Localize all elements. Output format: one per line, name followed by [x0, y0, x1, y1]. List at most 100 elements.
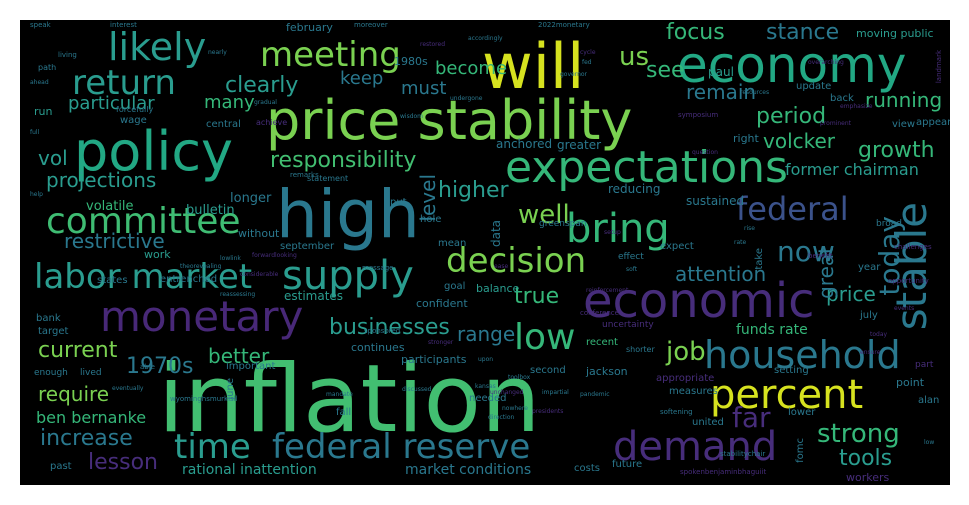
word-gradual: gradual — [254, 99, 277, 106]
word-presidents: presidents — [532, 408, 564, 415]
word-february: february — [286, 21, 333, 34]
word-mean: mean — [438, 238, 467, 249]
word-policy: policy — [74, 120, 233, 183]
word-softening: softening — [660, 408, 693, 416]
word-lowlink: lowlink — [220, 255, 241, 262]
word-greenspan: greenspan — [539, 219, 587, 229]
word-growth: growth — [858, 138, 935, 163]
word-help: help — [30, 191, 43, 198]
word-impartial: impartial — [542, 389, 569, 396]
word-lower: lower — [788, 407, 816, 418]
word-former-chairman: former chairman — [785, 160, 919, 179]
word-upon: upon — [478, 356, 494, 363]
word-lesson: lesson — [88, 450, 158, 475]
word-emphasize: emphasize — [840, 103, 873, 110]
word-view: view — [892, 119, 916, 130]
word-demand: demand — [613, 424, 778, 470]
word-current: current — [38, 338, 118, 363]
word-ease: ease — [494, 263, 509, 270]
word-higher: higher — [438, 178, 509, 203]
word-responsibility: responsibility — [270, 148, 417, 173]
word-household: household — [704, 333, 901, 377]
word-price-stability: price stability — [266, 89, 633, 152]
word-decision: decision — [446, 241, 587, 281]
word-focus: focus — [666, 20, 725, 45]
word-future: future — [612, 459, 643, 470]
word-point: point — [896, 376, 925, 389]
word-take: take — [754, 248, 765, 270]
word-wyominghsmurkisll: wyominghsmurkisll — [170, 395, 238, 403]
word-rate: rate — [734, 239, 747, 246]
word-funds-rate: funds rate — [736, 322, 808, 338]
word-estimates: estimates — [284, 289, 344, 303]
word-rational-inattention: rational inattention — [182, 462, 317, 478]
word-data: data — [489, 220, 503, 248]
word-better: better — [208, 344, 270, 368]
word-enough: enough — [34, 368, 68, 378]
word-ben-bernanke: ben bernanke — [36, 408, 147, 427]
word-stronger: stronger — [428, 339, 454, 346]
word-reinforcement: reinforcement — [586, 287, 629, 294]
word-eventually: eventually — [112, 385, 144, 392]
word-message: message — [362, 264, 394, 272]
word-central: central — [206, 119, 241, 130]
word-cloud: inflation price stability will high econ… — [20, 20, 950, 485]
word-attention: attention — [675, 262, 767, 286]
word-living: living — [58, 51, 77, 59]
word-work: work — [144, 248, 171, 261]
word-inflation: inflation — [158, 345, 541, 454]
word-range: range — [457, 322, 516, 346]
word-considerable: considerable — [240, 271, 279, 278]
word-target: target — [38, 326, 69, 337]
word-shorter: shorter — [626, 345, 655, 354]
word-overarching: overarching — [808, 59, 844, 66]
word-vol: vol — [38, 146, 68, 170]
word-expectations: expectations — [505, 142, 788, 193]
word-low2: low — [924, 439, 935, 446]
word-see: see — [646, 58, 685, 83]
word-year: year — [858, 262, 881, 273]
word-volcker: volcker — [763, 129, 836, 153]
word-path: path — [38, 63, 57, 72]
word-achieve: achieve — [256, 118, 288, 127]
word-conferences: conferences — [580, 309, 623, 317]
word-hole: hole — [420, 214, 442, 225]
word-economy: economy — [677, 36, 907, 94]
word-labor-market: labor market — [34, 257, 253, 297]
word-economic: economic — [583, 273, 815, 329]
word-broad: broad — [876, 219, 902, 229]
word-put: put — [390, 197, 407, 208]
word-continues: continues — [351, 341, 405, 354]
word-statement: statement — [307, 174, 349, 183]
word-stance: stance — [766, 20, 840, 45]
word-particular: particular — [68, 93, 155, 114]
word-period: period — [756, 104, 827, 129]
word-committee: committee — [46, 201, 241, 242]
word-right: right — [733, 132, 759, 145]
word-us: us — [619, 42, 650, 72]
word-appropriate: appropriate — [656, 373, 715, 384]
word-true: true — [514, 284, 560, 309]
word-high: high — [276, 176, 420, 253]
word-become: become — [435, 58, 508, 79]
word-now: now — [777, 235, 835, 268]
word-bank: bank — [36, 313, 61, 324]
word-run: run — [34, 105, 53, 118]
word-fall: fall — [336, 407, 352, 418]
word-low: low — [514, 317, 576, 358]
word-stabilitychair: stabilitychair — [720, 450, 766, 458]
word-monetary: monetary — [100, 292, 304, 341]
word-federal: federal — [736, 190, 849, 228]
word-ensure: ensure — [860, 349, 881, 356]
word-balance: balance — [476, 282, 520, 295]
word-part: part — [915, 360, 934, 370]
word-toolbox: toolbox — [508, 374, 531, 381]
word-measures: measures — [669, 386, 718, 397]
word-time: time — [174, 427, 251, 467]
word-back: back — [830, 93, 854, 104]
word-needed: needed — [469, 393, 507, 404]
word-meeting: meeting — [260, 35, 401, 75]
word-full: full — [30, 129, 40, 136]
word-restored: restored — [420, 41, 446, 48]
word-resources: resources — [740, 89, 770, 96]
